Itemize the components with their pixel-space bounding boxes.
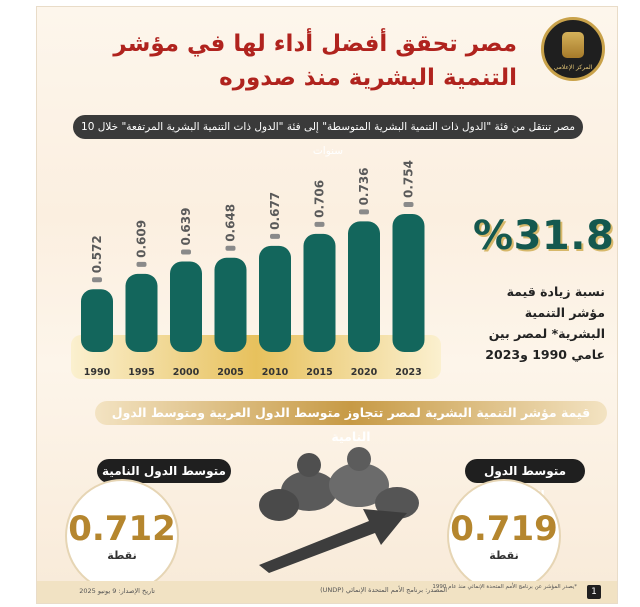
growth-value: 31.8 xyxy=(513,213,615,259)
bar-2023 xyxy=(392,214,425,352)
bar-value-label-2005: 0.648 xyxy=(224,204,238,242)
year-label-2023: 2023 xyxy=(395,367,421,378)
growth-description: نسبة زيادة قيمة مؤشر التنمية البشرية* لم… xyxy=(485,284,605,362)
bar-marker-1995 xyxy=(136,261,147,267)
comparison-banner: قيمة مؤشر التنمية البشرية لمصر تتجاوز مت… xyxy=(95,401,607,444)
bar-2010 xyxy=(259,245,291,352)
year-label-2020: 2020 xyxy=(351,367,378,378)
bar-value-label-1995: 0.609 xyxy=(135,220,149,258)
bar-value-label-1990: 0.572 xyxy=(90,235,104,273)
page-title-line-1: مصر تحقق أفضل أداء لها في مؤشر xyxy=(113,31,517,57)
developing-average-unit: نقطة xyxy=(107,549,137,562)
bar-value-label-2010: 0.677 xyxy=(268,192,282,230)
bar-2020 xyxy=(348,221,380,352)
page-title-line-2: التنمية البشرية منذ صدوره xyxy=(219,65,517,91)
year-label-2000: 2000 xyxy=(173,367,200,378)
bar-value-label-2020: 0.736 xyxy=(357,167,371,205)
bar-marker-2020 xyxy=(359,209,369,215)
eagle-emblem-icon xyxy=(562,32,584,58)
year-label-1995: 1995 xyxy=(128,367,154,378)
developing-average-label: متوسط الدول النامية xyxy=(97,459,231,483)
page-number: 1 xyxy=(587,585,601,599)
bar-1995 xyxy=(125,273,158,352)
year-label-1990: 1990 xyxy=(84,367,111,378)
growth-percentage: %31.8 xyxy=(473,213,614,259)
developing-average-value: 0.712 xyxy=(68,509,176,549)
logo: المركز الإعلامي xyxy=(541,17,605,81)
footer: 1 *يصدر المؤشر عن برنامج الأمم المتحدة ا… xyxy=(37,581,617,603)
bar-2015 xyxy=(303,233,336,352)
arab-average-unit: نقطة xyxy=(489,549,519,562)
bar-1990 xyxy=(81,289,113,352)
footnote: *يصدر المؤشر عن برنامج الأمم المتحدة الإ… xyxy=(432,584,577,590)
bar-marker-2005 xyxy=(225,245,236,251)
year-label-2015: 2015 xyxy=(306,367,332,378)
issue-date: تاريخ الإصدار: 9 يونيو 2025 xyxy=(79,587,155,595)
infographic: المركز الإعلامي مصر تحقق أفضل أداء لها ف… xyxy=(36,6,618,604)
bar-marker-1990 xyxy=(92,277,102,283)
crowd-arrow-illustration xyxy=(259,447,419,573)
arab-average-label: متوسط الدول العربية xyxy=(465,459,585,502)
bar-marker-2000 xyxy=(181,249,191,255)
bar-value-label-2015: 0.706 xyxy=(313,180,327,218)
bar-marker-2010 xyxy=(270,233,280,239)
chart-base xyxy=(71,335,441,379)
arab-average-circle: 0.719 نقطة xyxy=(449,481,559,591)
developing-average-circle: 0.712 نقطة xyxy=(67,481,177,591)
source-text: المصدر: برنامج الأمم المتحدة الإنمائي (U… xyxy=(320,586,447,594)
growth-unit: % xyxy=(473,213,514,259)
bar-2005 xyxy=(214,257,247,352)
year-label-2010: 2010 xyxy=(262,367,289,378)
arab-average-value: 0.719 xyxy=(450,509,558,549)
year-label-2005: 2005 xyxy=(217,367,243,378)
bar-value-label-2023: 0.754 xyxy=(402,160,416,198)
hdi-bar-chart: 0.572 1990 0.609 1995 0.639 2000 0.648 2005 0.67… xyxy=(71,160,441,379)
subtitle-strip: مصر تنتقل من فئة "الدول ذات التنمية البش… xyxy=(73,115,583,157)
bar-marker-2015 xyxy=(314,221,325,227)
bar-2000 xyxy=(170,261,202,352)
logo-text: المركز الإعلامي xyxy=(553,64,593,71)
bar-marker-2023 xyxy=(403,202,414,207)
bar-value-label-2000: 0.639 xyxy=(179,208,193,246)
